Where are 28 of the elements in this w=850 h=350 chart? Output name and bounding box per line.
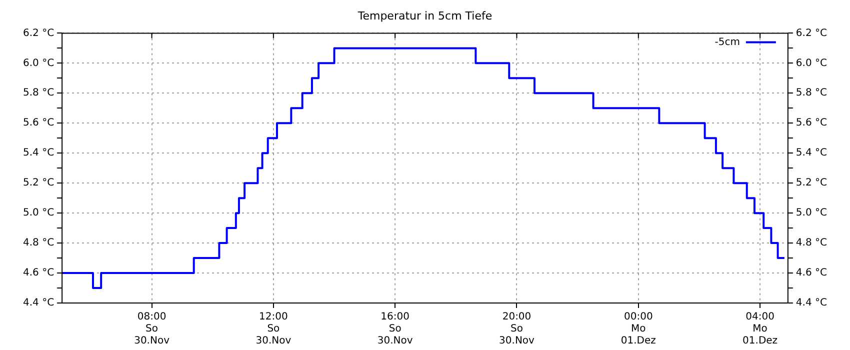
x-tick-label: 04:00 Mo 01.Dez (742, 312, 778, 347)
y2-tick-label: 4.4 °C (796, 298, 828, 309)
y-tick-label: 5.0 °C (22, 208, 54, 219)
y-tick-label: 4.4 °C (22, 298, 54, 309)
x-tick-label: 00:00 Mo 01.Dez (620, 312, 656, 347)
y2-tick-label: 6.0 °C (796, 58, 828, 69)
y2-tick-label: 5.0 °C (796, 208, 828, 219)
x-tick-label: 08:00 So 30.Nov (134, 312, 170, 347)
y2-tick-label: 5.6 °C (796, 118, 828, 129)
legend-label: -5cm (714, 36, 740, 48)
x-tick-label: 20:00 So 30.Nov (499, 312, 535, 347)
y2-tick-label: 5.2 °C (796, 178, 828, 189)
y-tick-label: 5.6 °C (22, 118, 54, 129)
y-tick-label: 4.8 °C (22, 238, 54, 249)
x-tick-label: 16:00 So 30.Nov (377, 312, 413, 347)
y2-tick-label: 5.4 °C (796, 148, 828, 159)
chart-title: Temperatur in 5cm Tiefe (356, 9, 492, 22)
x-tick-label: 12:00 So 30.Nov (256, 312, 292, 347)
y-tick-label: 5.2 °C (22, 178, 54, 189)
y-tick-label: 6.2 °C (22, 28, 54, 39)
y2-tick-label: 4.6 °C (796, 268, 828, 279)
y2-tick-label: 6.2 °C (796, 28, 828, 39)
y-tick-label: 4.6 °C (22, 268, 54, 279)
y2-tick-label: 5.8 °C (796, 88, 828, 99)
y-tick-label: 6.0 °C (22, 58, 54, 69)
y-tick-label: 5.4 °C (22, 148, 54, 159)
y-tick-label: 5.8 °C (22, 88, 54, 99)
y2-tick-label: 4.8 °C (796, 238, 828, 249)
